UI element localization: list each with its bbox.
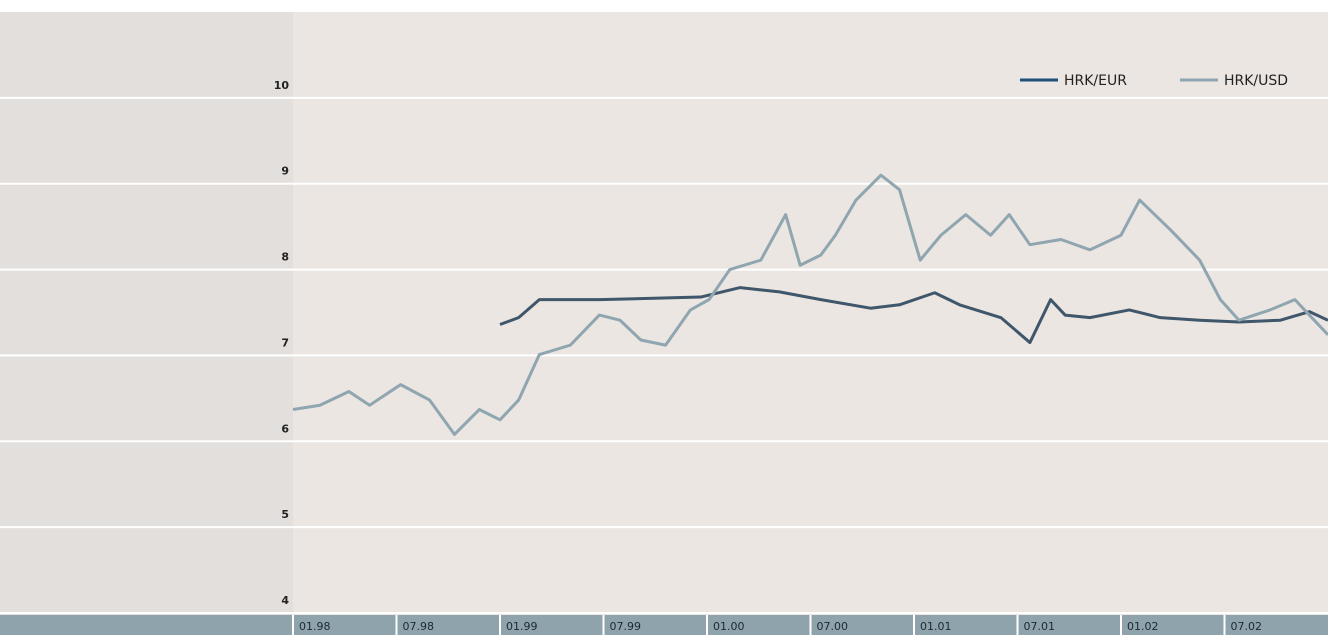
y-tick-label: 6 bbox=[281, 422, 289, 435]
x-tick-label: 01.02 bbox=[1127, 620, 1159, 633]
line-series bbox=[292, 173, 1328, 436]
y-tick-label: 9 bbox=[281, 165, 289, 178]
x-tick-label: 07.02 bbox=[1231, 620, 1263, 633]
x-tick-label: 07.00 bbox=[817, 620, 849, 633]
y-tick-label: 8 bbox=[281, 251, 289, 264]
legend-label: HRK/EUR bbox=[1064, 73, 1127, 89]
x-axis-bar bbox=[0, 615, 1328, 635]
axis-panel bbox=[0, 12, 293, 615]
x-tick-label: 01.01 bbox=[920, 620, 952, 633]
plot-area bbox=[293, 12, 1328, 615]
x-tick-label: 07.01 bbox=[1024, 620, 1056, 633]
y-tick-label: 5 bbox=[281, 508, 289, 521]
y-tick-label: 4 bbox=[281, 594, 289, 607]
y-tick-label: 7 bbox=[281, 336, 289, 349]
y-tick-label: 10 bbox=[274, 79, 290, 92]
x-tick-label: 07.98 bbox=[403, 620, 435, 633]
x-tick-label: 01.00 bbox=[713, 620, 745, 633]
x-tick-label: 01.98 bbox=[299, 620, 331, 633]
x-tick-label: 01.99 bbox=[506, 620, 538, 633]
line-series bbox=[499, 286, 1328, 345]
x-tick-label: 07.99 bbox=[610, 620, 642, 633]
legend-label: HRK/USD bbox=[1224, 73, 1288, 89]
